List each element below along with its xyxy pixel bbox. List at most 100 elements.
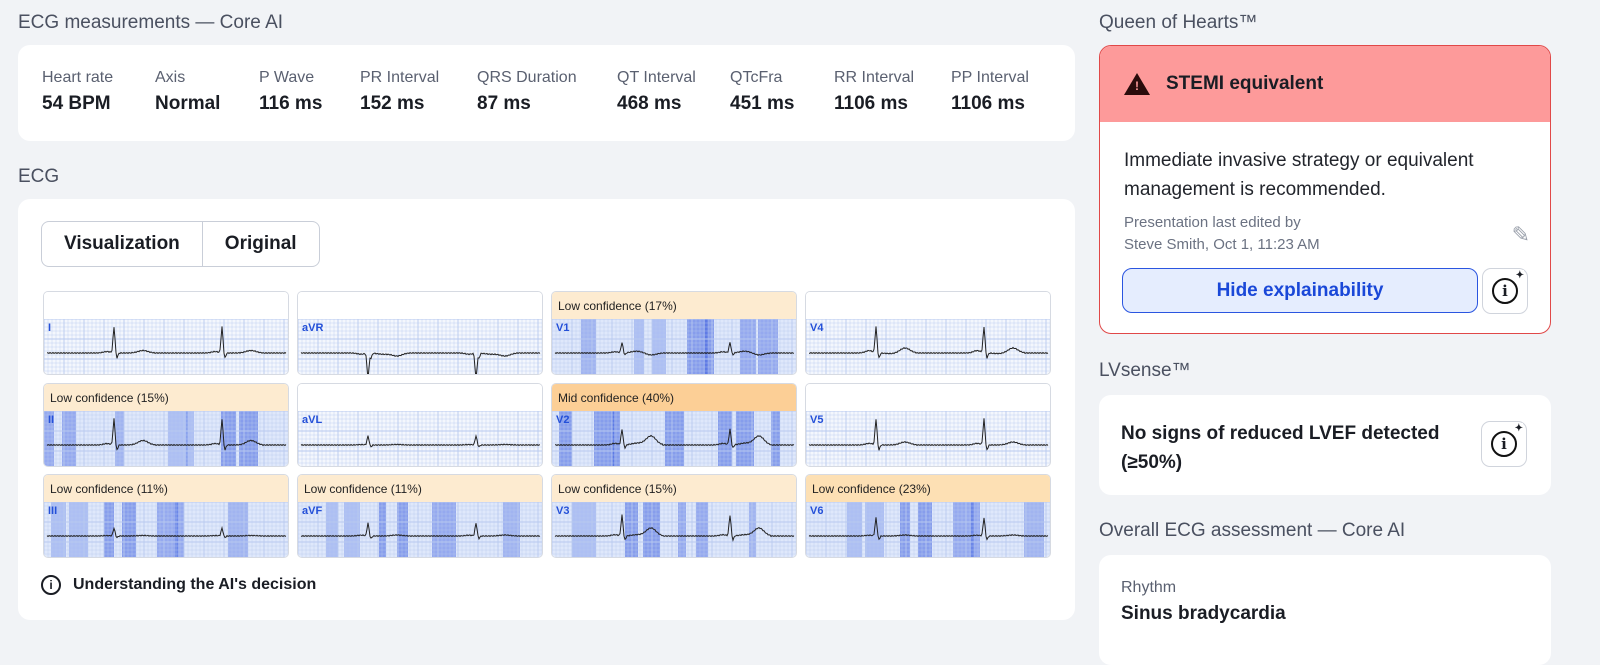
hide-explainability-button[interactable]: Hide explainability bbox=[1122, 268, 1478, 313]
heatmap-band bbox=[175, 502, 184, 557]
confidence-label bbox=[806, 383, 1050, 411]
lead-panel-II[interactable]: Low confidence (15%) II bbox=[43, 382, 289, 467]
understanding-ai-link[interactable]: i Understanding the AI's decision bbox=[41, 575, 316, 595]
confidence-label: Low confidence (17%) bbox=[552, 292, 796, 319]
confidence-label bbox=[298, 292, 542, 319]
heatmap-band bbox=[665, 410, 684, 466]
measurement-value: 451 ms bbox=[730, 93, 795, 114]
heatmap-band bbox=[847, 502, 862, 557]
heatmap-band bbox=[749, 502, 756, 557]
ai-info-icon: i bbox=[1491, 423, 1524, 457]
ecg-trace bbox=[808, 517, 1049, 541]
measurement-8: PP Interval 1106 ms bbox=[951, 69, 1061, 141]
ecg-trace bbox=[300, 522, 541, 541]
measurement-4: QRS Duration 87 ms bbox=[477, 69, 617, 141]
lead-panel-V3[interactable]: Low confidence (15%) V3 bbox=[551, 474, 797, 558]
ecg-trace-area bbox=[806, 410, 1050, 466]
ecg-trace bbox=[46, 417, 287, 451]
ecg-trace bbox=[300, 351, 541, 374]
lead-panel-aVL[interactable]: aVL bbox=[297, 382, 543, 467]
queen-title: Queen of Hearts™ bbox=[1099, 12, 1258, 33]
heatmap-band bbox=[186, 410, 194, 466]
tab-original[interactable]: Original bbox=[201, 222, 319, 266]
edited-info: Presentation last edited by Steve Smith, … bbox=[1124, 212, 1320, 256]
lvsense-title: LVsense™ bbox=[1099, 360, 1191, 381]
measurement-2: P Wave 116 ms bbox=[259, 69, 360, 141]
heatmap-band bbox=[221, 410, 236, 466]
ai-info-icon: i bbox=[1492, 270, 1525, 304]
warning-icon: ! bbox=[1124, 73, 1150, 95]
lead-panel-V4[interactable]: V4 bbox=[805, 291, 1051, 375]
heatmap-band bbox=[51, 502, 66, 557]
alert-header: ! STEMI equivalent bbox=[1100, 46, 1550, 122]
measurement-3: PR Interval 152 ms bbox=[360, 69, 477, 141]
ecg-trace-area bbox=[298, 319, 542, 374]
ecg-trace-area bbox=[44, 410, 288, 466]
ecg-trace-area bbox=[552, 319, 796, 374]
ecg-trace bbox=[46, 525, 287, 539]
measurement-label: Heart rate bbox=[42, 69, 114, 86]
measurement-7: RR Interval 1106 ms bbox=[834, 69, 951, 141]
ecg-trace-area bbox=[44, 502, 288, 557]
measurement-label: Axis bbox=[155, 69, 186, 86]
ecg-trace-area bbox=[552, 502, 796, 557]
recommendation: Immediate invasive strategy or equivalen… bbox=[1124, 150, 1474, 200]
lead-name: V5 bbox=[810, 413, 824, 426]
heatmap-band bbox=[705, 319, 714, 374]
edited-line2: Steve Smith, Oct 1, 11:23 AM bbox=[1124, 236, 1320, 253]
lead-panel-aVF[interactable]: Low confidence (11%) aVF bbox=[297, 474, 543, 558]
heatmap-band bbox=[643, 502, 660, 557]
lead-name: aVF bbox=[302, 505, 323, 517]
confidence-label: Low confidence (15%) bbox=[552, 475, 796, 502]
lead-panel-V5[interactable]: V5 bbox=[805, 382, 1051, 467]
ecg-trace-area bbox=[552, 410, 796, 466]
lead-panel-I[interactable]: I bbox=[43, 291, 289, 375]
heatmap-band bbox=[503, 502, 520, 557]
measurement-label: QT Interval bbox=[617, 69, 696, 86]
ecg-trace bbox=[555, 428, 795, 450]
ecg-trace-area bbox=[298, 410, 542, 466]
measurement-value: 152 ms bbox=[360, 93, 425, 114]
ecg-trace bbox=[46, 326, 287, 359]
ecg-trace-area bbox=[806, 319, 1050, 374]
confidence-label: Low confidence (23%) bbox=[806, 475, 1050, 502]
ecg-trace-area bbox=[44, 319, 288, 374]
lead-name: V4 bbox=[810, 322, 824, 334]
tab-visualization[interactable]: Visualization bbox=[64, 233, 180, 254]
lead-panel-V1[interactable]: Low confidence (17%) V1 bbox=[551, 291, 797, 375]
lead-panel-aVR[interactable]: aVR bbox=[297, 291, 543, 375]
lvsense-card: No signs of reduced LVEF detected (≥50%)… bbox=[1099, 395, 1551, 495]
info-icon: i bbox=[41, 575, 61, 595]
lead-panel-III[interactable]: Low confidence (11%) III bbox=[43, 474, 289, 558]
measurements-card: Heart rate 54 BPM Axis Normal P Wave 116 ms PR… bbox=[18, 45, 1075, 141]
lead-name: V6 bbox=[810, 505, 824, 517]
ai-info-button[interactable]: i bbox=[1482, 268, 1528, 314]
measurement-label: QRS Duration bbox=[477, 69, 577, 86]
heatmap-band bbox=[115, 410, 124, 466]
heatmap-band bbox=[652, 319, 666, 374]
heatmap-band bbox=[168, 410, 188, 466]
measurement-value: 116 ms bbox=[259, 93, 323, 114]
lvsense-info-button[interactable]: i bbox=[1481, 421, 1527, 467]
heatmap-band bbox=[104, 502, 114, 557]
heatmap-band bbox=[122, 502, 136, 557]
edit-pencil-icon[interactable]: ✎ bbox=[1511, 222, 1530, 247]
lead-panel-V2[interactable]: Mid confidence (40%) V2 bbox=[551, 382, 797, 467]
measurement-6: QTcFra 451 ms bbox=[730, 69, 834, 141]
alert-label: STEMI equivalent bbox=[1166, 73, 1324, 94]
lead-panel-V6[interactable]: Low confidence (23%) V6 bbox=[805, 474, 1051, 558]
measurement-label: PP Interval bbox=[951, 69, 1029, 86]
measurement-value: 54 BPM bbox=[42, 93, 111, 114]
ecg-trace-area bbox=[806, 502, 1050, 557]
heatmap-band bbox=[344, 502, 360, 557]
ecg-trace bbox=[300, 433, 541, 448]
confidence-label bbox=[298, 383, 542, 411]
measurements-title: ECG measurements — Core AI bbox=[18, 12, 284, 33]
measurement-value: 1106 ms bbox=[951, 93, 1025, 114]
measurement-value: 1106 ms bbox=[834, 93, 908, 114]
heatmap-band bbox=[432, 502, 450, 557]
heatmap-band bbox=[69, 502, 88, 557]
heatmap-band bbox=[771, 410, 780, 466]
ecg-trace-area bbox=[298, 502, 542, 557]
edited-line1: Presentation last edited by bbox=[1124, 214, 1301, 231]
